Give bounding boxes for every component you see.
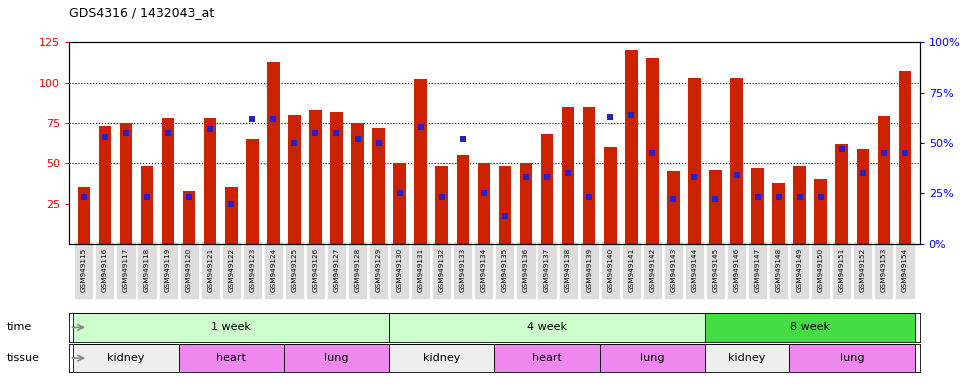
Bar [856,149,869,244]
Bar [752,168,764,244]
Bar [309,110,322,244]
Bar [225,187,237,244]
Bar [73,313,389,342]
Bar [519,163,532,244]
Bar [267,61,279,244]
Bar [540,134,553,244]
Text: lung: lung [640,353,664,363]
Bar [477,163,491,244]
Text: kidney: kidney [729,353,766,363]
Text: lung: lung [840,353,865,363]
Bar [415,79,427,244]
Bar [284,344,389,372]
Bar [731,78,743,244]
Bar [394,163,406,244]
Text: 4 week: 4 week [527,322,567,333]
Bar [99,126,111,244]
Bar [457,155,469,244]
Bar [600,344,705,372]
Bar [389,313,705,342]
Bar [793,166,806,244]
Bar [182,190,196,244]
Bar [78,187,90,244]
Bar [161,118,175,244]
Bar [494,344,600,372]
Bar [351,123,364,244]
Bar [583,107,595,244]
Bar [246,139,258,244]
Bar [705,344,789,372]
Bar [562,107,574,244]
Bar [789,344,916,372]
Bar [498,166,512,244]
Text: 8 week: 8 week [790,322,830,333]
Bar [899,71,911,244]
Bar [73,344,179,372]
Bar [179,344,284,372]
Text: GDS4316 / 1432043_at: GDS4316 / 1432043_at [69,6,214,19]
Bar [772,182,785,244]
Bar [436,166,448,244]
Bar [709,170,722,244]
Bar [705,313,916,342]
Text: time: time [7,322,32,333]
Bar [688,78,701,244]
Text: heart: heart [216,353,246,363]
Bar [835,144,848,244]
Text: 1 week: 1 week [211,322,252,333]
Bar [120,123,132,244]
Bar [667,171,680,244]
Bar [288,115,300,244]
Text: kidney: kidney [108,353,145,363]
Bar [372,128,385,244]
Text: lung: lung [324,353,348,363]
Text: kidney: kidney [423,353,461,363]
Bar [204,118,217,244]
Bar [389,344,494,372]
Bar [877,116,890,244]
Bar [646,58,659,244]
Bar [330,112,343,244]
Bar [625,50,637,244]
Text: heart: heart [532,353,562,363]
Text: tissue: tissue [7,353,39,363]
Bar [604,147,616,244]
Bar [814,179,828,244]
Bar [141,166,154,244]
